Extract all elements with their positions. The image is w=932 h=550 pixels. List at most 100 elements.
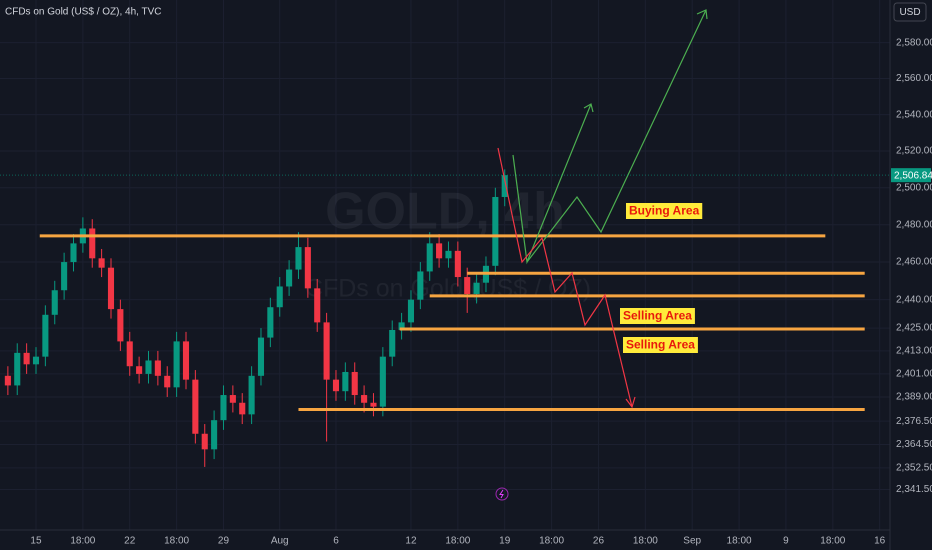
y-tick-label: 2,500.00 <box>896 182 932 193</box>
annotation-label: Selling Area <box>623 309 692 323</box>
y-tick-label: 2,520.00 <box>896 146 932 157</box>
x-tick-label: 18:00 <box>727 536 752 547</box>
candle-body <box>445 250 452 259</box>
candle-body <box>389 329 396 357</box>
y-tick-label: 2,560.00 <box>896 73 932 84</box>
candle-body <box>211 420 218 450</box>
currency-label[interactable]: USD <box>899 7 920 18</box>
y-tick-label: 2,540.00 <box>896 109 932 120</box>
candle-body <box>248 375 255 415</box>
y-tick-label: 2,440.00 <box>896 294 932 305</box>
currency-button[interactable] <box>893 2 927 22</box>
candle-body <box>492 196 499 266</box>
candle-body <box>126 341 133 367</box>
grid <box>0 0 890 530</box>
candle-body <box>351 371 358 396</box>
candle-body <box>295 247 302 270</box>
candle-body <box>323 322 330 380</box>
candle-body <box>417 271 424 300</box>
candle-body <box>314 288 321 323</box>
candle-body <box>145 360 152 374</box>
y-tick-label: 2,401.00 <box>896 369 932 380</box>
candle-body <box>14 352 21 386</box>
y-tick-label: 2,389.00 <box>896 392 932 403</box>
x-tick-label: 19 <box>499 536 511 547</box>
candle-body <box>361 395 368 403</box>
levels <box>39 234 865 412</box>
watermark: GOLD, 4h <box>325 183 565 241</box>
candles <box>4 169 508 467</box>
candle-body <box>267 307 274 338</box>
chart-title: CFDs on Gold (US$ / OZ), 4h, TVC <box>5 7 162 18</box>
x-tick-label: 12 <box>405 536 417 547</box>
candle-body <box>107 267 115 310</box>
candle-body <box>464 277 471 295</box>
candle-body <box>173 341 180 388</box>
event-icon[interactable] <box>495 487 509 501</box>
x-tick-label: 9 <box>783 536 789 547</box>
red-arrow <box>497 147 633 408</box>
y-tick-label: 2,341.50 <box>896 484 932 495</box>
candle-body <box>239 402 246 415</box>
candle-body <box>276 286 283 308</box>
projection-arrows <box>497 9 708 409</box>
candle-body <box>136 366 143 374</box>
x-tick-label: 16 <box>874 536 886 547</box>
candle-body <box>201 433 208 450</box>
candle-body <box>370 402 377 407</box>
candle-body <box>454 250 461 278</box>
candle-body <box>501 175 508 197</box>
candle-body <box>407 299 415 323</box>
candle-body <box>98 258 105 268</box>
x-tick-label: 18:00 <box>164 536 189 547</box>
candle-body <box>23 352 30 365</box>
candle-body <box>473 282 480 295</box>
annotation-box <box>626 203 703 219</box>
y-tick-label: 2,460.00 <box>896 257 932 268</box>
x-tick-label: 22 <box>124 536 136 547</box>
candle-body <box>379 356 386 407</box>
annotation-label: Buying Area <box>629 204 700 218</box>
candle-body <box>154 360 161 376</box>
candle-body <box>164 375 171 388</box>
candle-body <box>182 341 190 380</box>
x-tick-label: 18:00 <box>70 536 95 547</box>
axes: 2,580.00 2,560.00 2,540.00 2,520.00 2,500.00… <box>0 37 932 547</box>
x-tick-label: Aug <box>271 536 289 547</box>
x-tick-label: 15 <box>30 536 42 547</box>
annotations: Buying Area Selling Area Selling Area <box>620 203 703 353</box>
x-tick-label: 18:00 <box>633 536 658 547</box>
arrow-head <box>583 103 594 113</box>
candle-body <box>42 314 49 357</box>
last-price-box <box>891 168 931 183</box>
candle-body <box>89 228 96 259</box>
y-tick-label: 2,364.50 <box>896 439 932 450</box>
annotation-label: Selling Area <box>626 338 695 352</box>
y-tick-label: 2,425.00 <box>896 323 932 334</box>
x-tick-label: 18:00 <box>539 536 564 547</box>
annotation-box <box>620 308 695 324</box>
candle-body <box>51 290 58 315</box>
y-tick-label: 2,376.50 <box>896 416 932 427</box>
candle-body <box>61 262 68 291</box>
x-tick-label: 18:00 <box>445 536 470 547</box>
candle-body <box>398 322 405 330</box>
candle-body <box>229 395 236 403</box>
x-tick-label: 26 <box>593 536 605 547</box>
candle-body <box>342 371 349 392</box>
x-tick-label: 6 <box>333 536 339 547</box>
y-tick-label: 2,352.50 <box>896 463 932 474</box>
candle-body <box>4 375 11 386</box>
event-icon-bolt <box>499 489 504 499</box>
candle-body <box>332 379 340 392</box>
candle-body <box>257 337 265 376</box>
y-tick-label: 2,580.00 <box>896 37 932 48</box>
candle-body <box>426 243 433 272</box>
annotation-box <box>623 337 698 353</box>
x-tick-label: 29 <box>218 536 230 547</box>
arrow-head <box>625 396 636 409</box>
arrow-head <box>696 9 708 20</box>
candle-body <box>286 269 293 287</box>
